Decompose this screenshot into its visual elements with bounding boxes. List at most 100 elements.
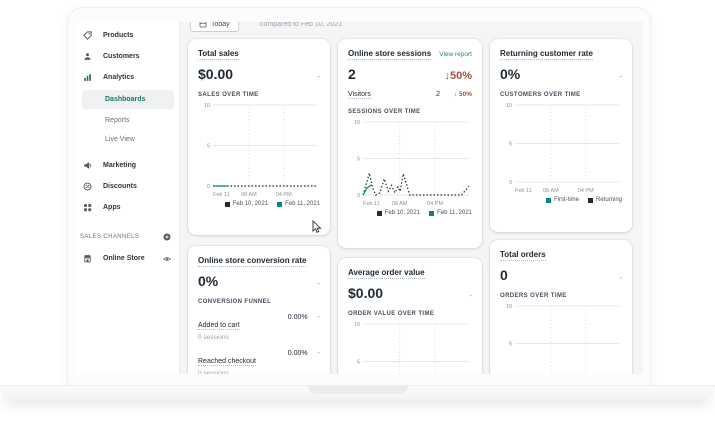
svg-text:5: 5 — [207, 144, 210, 150]
section-label: ORDER VALUE OVER TIME — [348, 311, 435, 317]
svg-text:10: 10 — [354, 322, 360, 328]
svg-text:5: 5 — [509, 142, 512, 148]
sidebar-item-label: Customers — [103, 53, 140, 60]
sidebar-item-products[interactable]: Products — [75, 25, 179, 46]
apps-icon — [83, 203, 92, 212]
average-order-value-card: Average order value $0.00 - ORDER VALUE … — [338, 258, 482, 374]
svg-text:10: 10 — [354, 120, 360, 126]
add-channel-button[interactable] — [163, 233, 171, 241]
sidebar-item-label: Products — [103, 32, 134, 39]
laptop-base — [0, 385, 715, 400]
funnel-delta: - — [317, 350, 320, 357]
customers-icon — [83, 52, 92, 61]
svg-text:Feb 11: Feb 11 — [213, 192, 230, 198]
tag-icon — [83, 31, 92, 40]
sidebar-item-label: Marketing — [103, 162, 137, 169]
svg-text:04 PM: 04 PM — [427, 201, 443, 207]
date-range-button[interactable]: Today — [190, 22, 239, 32]
sidebar-item-discounts[interactable]: Discounts — [75, 176, 179, 197]
sidebar-item-reports[interactable]: Reports — [75, 111, 179, 130]
view-report-link[interactable]: View report — [439, 51, 472, 58]
sidebar-item-label: Live View — [105, 136, 135, 143]
delta-indicator: ↓50% — [444, 70, 472, 82]
funnel-sub: 0 sessions — [198, 334, 229, 341]
card-title[interactable]: Total orders — [500, 250, 546, 261]
shopify-admin: Products Customers Analytics Dashboards — [75, 22, 643, 374]
sales-channels-header: SALES CHANNELS — [75, 228, 179, 246]
delta-indicator: - — [317, 72, 320, 81]
visitors-value: 2 — [436, 91, 440, 98]
compare-period-text: compared to Feb 10, 2021 — [260, 22, 343, 28]
sidebar-item-apps[interactable]: Apps — [75, 197, 179, 218]
laptop-base-notch — [307, 386, 408, 394]
svg-text:5: 5 — [357, 157, 360, 163]
card-title[interactable]: Online store conversion rate — [198, 256, 307, 267]
svg-text:5: 5 — [357, 360, 360, 366]
card-title[interactable]: Online store sessions — [348, 49, 432, 60]
sidebar-item-label: Dashboards — [105, 96, 146, 103]
sidebar-item-dashboards[interactable]: Dashboards — [82, 90, 174, 109]
svg-text:10: 10 — [204, 103, 210, 109]
svg-text:08 AM: 08 AM — [392, 201, 408, 207]
sidebar-item-analytics[interactable]: Analytics — [75, 67, 179, 88]
sidebar-item-marketing[interactable]: Marketing — [75, 155, 179, 176]
aov-value: $0.00 — [348, 285, 384, 301]
card-title[interactable]: Total sales — [198, 49, 239, 60]
discount-icon — [83, 182, 92, 191]
sidebar-item-customers[interactable]: Customers — [75, 46, 179, 67]
legend-item: Feb 10, 2021 — [224, 201, 268, 207]
sessions-value: 2 — [348, 66, 356, 82]
legend-item: First-time — [545, 197, 579, 203]
section-label: ORDERS OVER TIME — [500, 293, 567, 299]
svg-text:04 PM: 04 PM — [276, 192, 292, 198]
returning-customer-rate-card: Returning customer rate 0% - CUSTOMERS O… — [490, 39, 632, 232]
date-range-label: Today — [211, 22, 230, 28]
total-sales-value: $0.00 — [198, 66, 234, 82]
svg-text:04 PM: 04 PM — [578, 188, 594, 194]
funnel-label[interactable]: Added to cart — [198, 322, 240, 330]
sales-over-time-chart: 10 5 0 Feb 11 08 AM 04 PM — [198, 102, 320, 198]
sidebar-item-label: Reports — [105, 117, 130, 124]
svg-text:Feb 11: Feb 11 — [363, 201, 380, 207]
svg-text:0: 0 — [357, 193, 360, 199]
visitors-delta: ↓ 50% — [453, 91, 472, 98]
svg-text:Feb 11: Feb 11 — [515, 188, 532, 194]
sidebar-item-label: Discounts — [103, 183, 137, 190]
chart-legend: First-time Returning — [500, 197, 622, 203]
svg-text:5: 5 — [509, 342, 512, 348]
funnel-row-added-to-cart: Added to cart 0 sessions 0.00% - — [198, 314, 320, 341]
returning-rate-value: 0% — [500, 66, 521, 82]
sales-channels-label: SALES CHANNELS — [80, 234, 140, 240]
conversion-rate-value: 0% — [198, 273, 219, 289]
visitors-label[interactable]: Visitors — [348, 91, 371, 99]
svg-text:0: 0 — [207, 184, 210, 190]
section-label: CONVERSION FUNNEL — [198, 299, 272, 305]
delta-indicator: - — [619, 273, 622, 282]
sidebar-item-live-view[interactable]: Live View — [75, 130, 179, 149]
sidebar-item-label: Analytics — [103, 74, 135, 81]
dashboard-main: Today compared to Feb 10, 2021 Total sal… — [180, 22, 643, 374]
svg-text:08 AM: 08 AM — [543, 188, 559, 194]
sidebar-item-online-store[interactable]: Online Store — [75, 248, 179, 269]
store-icon — [83, 254, 92, 263]
svg-text:10: 10 — [506, 304, 512, 310]
card-title[interactable]: Returning customer rate — [500, 49, 593, 60]
total-orders-card: Total orders 0 - ORDERS OVER TIME 1050Fe… — [490, 240, 632, 374]
svg-text:08 AM: 08 AM — [241, 192, 257, 198]
conversion-rate-card: Online store conversion rate 0% - CONVER… — [188, 246, 330, 374]
megaphone-icon — [83, 161, 92, 170]
card-title[interactable]: Average order value — [348, 268, 425, 279]
funnel-label[interactable]: Reached checkout — [198, 358, 256, 366]
section-label: CUSTOMERS OVER TIME — [500, 92, 581, 98]
calendar-icon — [199, 22, 207, 28]
eye-icon[interactable] — [163, 255, 171, 263]
svg-text:0: 0 — [509, 180, 512, 186]
funnel-sub: 0 sessions — [198, 370, 229, 374]
svg-text:10: 10 — [506, 103, 512, 109]
funnel-value: 0.00% — [287, 314, 308, 321]
funnel-row-reached-checkout: Reached checkout 0 sessions 0.00% - — [198, 350, 320, 374]
chart-legend: Feb 10, 2021 Feb 11, 2021 — [348, 210, 472, 216]
